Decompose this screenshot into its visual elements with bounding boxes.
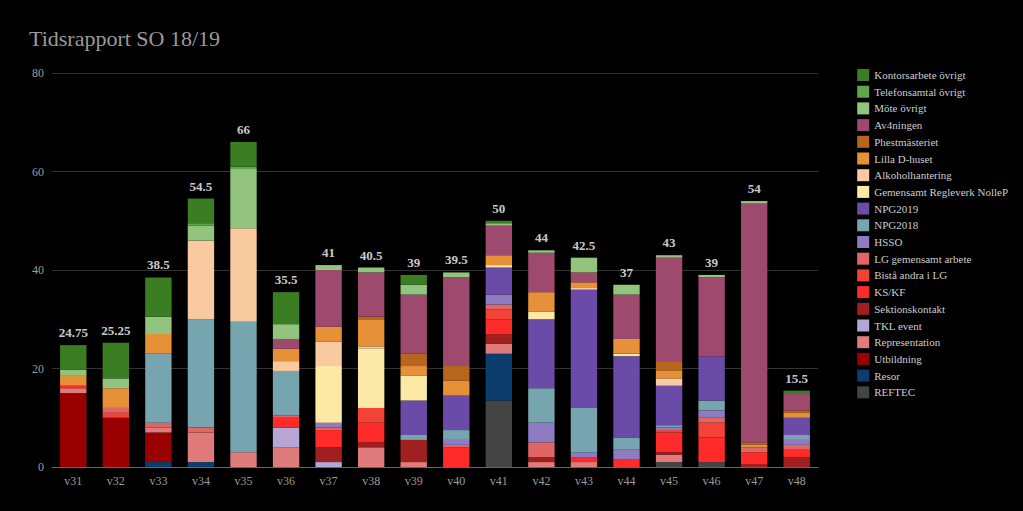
svg-text:40: 40	[32, 263, 44, 277]
svg-text:Telefonsamtal övrigt: Telefonsamtal övrigt	[874, 86, 965, 98]
svg-text:Utbildning: Utbildning	[874, 353, 922, 365]
svg-text:39: 39	[407, 255, 421, 270]
svg-text:Möte övrigt: Möte övrigt	[874, 102, 926, 114]
svg-text:0: 0	[38, 460, 44, 474]
svg-text:20: 20	[32, 362, 44, 376]
svg-text:39.5: 39.5	[445, 252, 468, 267]
svg-text:42.5: 42.5	[573, 238, 596, 253]
svg-text:v34: v34	[192, 474, 210, 488]
svg-text:TKL event: TKL event	[874, 320, 922, 332]
svg-text:NPG2019: NPG2019	[874, 203, 919, 215]
svg-text:66: 66	[237, 122, 251, 137]
svg-text:v32: v32	[107, 474, 125, 488]
svg-text:v36: v36	[277, 474, 295, 488]
svg-text:v43: v43	[575, 474, 593, 488]
svg-text:Kontorsarbete övrigt: Kontorsarbete övrigt	[874, 69, 965, 81]
svg-text:REFTEC: REFTEC	[874, 386, 915, 398]
svg-text:v40: v40	[447, 474, 465, 488]
svg-text:v45: v45	[660, 474, 678, 488]
svg-text:LG gemensamt arbete: LG gemensamt arbete	[874, 253, 971, 265]
svg-text:Tidsrapport SO 18/19: Tidsrapport SO 18/19	[29, 26, 220, 51]
svg-text:38.5: 38.5	[147, 257, 170, 272]
svg-text:54: 54	[748, 181, 762, 196]
svg-text:40.5: 40.5	[360, 248, 383, 263]
svg-text:44: 44	[535, 230, 549, 245]
svg-text:39: 39	[705, 255, 719, 270]
svg-text:Gemensamt Regleverk NolleP: Gemensamt Regleverk NolleP	[874, 186, 1008, 198]
svg-text:Lilla D-huset: Lilla D-huset	[874, 153, 932, 165]
svg-text:41: 41	[322, 245, 335, 260]
svg-text:Sektionskontakt: Sektionskontakt	[874, 303, 945, 315]
svg-text:37: 37	[620, 265, 634, 280]
svg-text:50: 50	[492, 201, 505, 216]
svg-text:v44: v44	[618, 474, 636, 488]
svg-text:v48: v48	[788, 474, 806, 488]
svg-text:80: 80	[32, 66, 44, 80]
svg-text:15.5: 15.5	[785, 371, 808, 386]
svg-text:54.5: 54.5	[190, 179, 213, 194]
svg-text:60: 60	[32, 165, 44, 179]
svg-text:43: 43	[663, 235, 677, 250]
svg-text:Phestmästeriet: Phestmästeriet	[874, 136, 938, 148]
svg-text:v47: v47	[745, 474, 763, 488]
svg-text:v46: v46	[703, 474, 721, 488]
svg-text:HSSO: HSSO	[874, 236, 902, 248]
svg-text:Bistå andra i LG: Bistå andra i LG	[874, 269, 947, 281]
svg-text:Representation: Representation	[874, 336, 940, 348]
svg-text:v41: v41	[490, 474, 508, 488]
svg-text:v31: v31	[64, 474, 82, 488]
svg-text:35.5: 35.5	[275, 272, 298, 287]
svg-text:v35: v35	[235, 474, 253, 488]
svg-text:v37: v37	[320, 474, 338, 488]
svg-text:25.25: 25.25	[101, 323, 131, 338]
svg-text:v33: v33	[149, 474, 167, 488]
svg-text:Alkoholhantering: Alkoholhantering	[874, 169, 952, 181]
svg-text:KS/KF: KS/KF	[874, 286, 905, 298]
svg-text:v42: v42	[532, 474, 550, 488]
svg-text:Av4ningen: Av4ningen	[874, 119, 923, 131]
svg-text:Resor: Resor	[874, 370, 900, 382]
svg-text:v39: v39	[405, 474, 423, 488]
svg-text:NPG2018: NPG2018	[874, 219, 919, 231]
svg-text:v38: v38	[362, 474, 380, 488]
svg-text:24.75: 24.75	[59, 325, 89, 340]
